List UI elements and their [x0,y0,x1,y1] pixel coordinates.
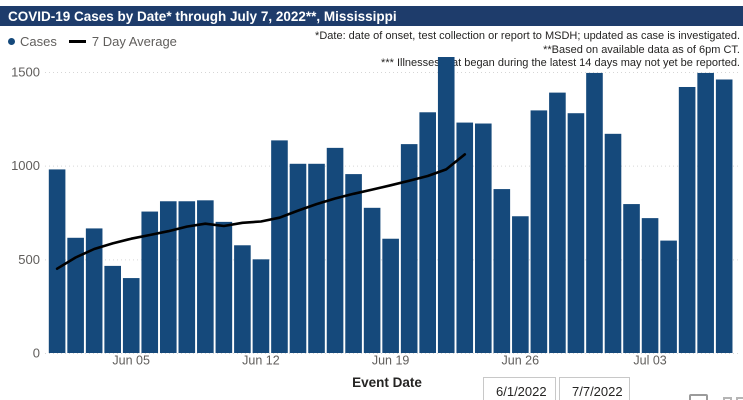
cases-bar[interactable] [234,245,251,353]
cases-bar[interactable] [308,163,325,353]
cases-bar[interactable] [48,169,66,353]
cases-bar[interactable] [493,189,511,353]
cases-bar[interactable] [159,201,177,353]
clear-selections-icon[interactable] [689,394,708,400]
slicer-options-icon[interactable] [723,397,743,400]
footnote-date-definition: *Date: date of onset, test collection or… [315,30,740,42]
y-tick-label: 0 [33,346,40,361]
cases-bar[interactable] [104,265,121,353]
x-tick-label: Jun 26 [502,354,540,368]
cases-bar[interactable] [197,200,214,353]
footnote-reporting-lag: *** Illnesses that began during the late… [381,57,740,69]
cases-bar[interactable] [215,221,233,353]
y-tick-label: 1500 [11,65,40,80]
cases-bar[interactable] [345,174,362,353]
cases-bar[interactable] [252,259,270,353]
cases-bar[interactable] [567,113,585,354]
cases-bar[interactable] [456,122,474,353]
footnote-data-cutoff: **Based on available data as of 6pm CT. [543,43,740,56]
footnotes: *Date: date of onset, test collection or… [315,30,740,71]
x-tick-label: Jun 12 [242,354,280,368]
x-axis-title: Event Date [352,375,422,390]
cases-bar[interactable] [178,201,196,353]
cases-bar[interactable] [419,112,436,353]
cases-bar[interactable] [437,57,455,353]
average-legend-label: 7 Day Average [91,33,177,49]
date-range-start-value: 6/1/2022 [496,384,547,399]
cases-bar[interactable] [271,140,288,353]
cases-bar[interactable] [715,79,733,354]
y-tick-label: 500 [18,252,40,267]
seven-day-average-line [55,153,467,271]
average-legend-line-icon [68,39,86,43]
chart-title: COVID-19 Cases by Date* through July 7, … [8,8,397,24]
cases-legend-dot-icon [8,37,15,45]
cases-bar[interactable] [697,72,714,353]
cases-bar[interactable] [122,278,140,353]
legend: Cases 7 Day Average [8,33,177,49]
cases-bar[interactable] [326,147,344,353]
cases-bar[interactable] [474,123,492,354]
cases-bar[interactable] [67,237,84,353]
cases-bar[interactable] [641,218,659,353]
cases-bar[interactable] [586,72,603,353]
date-range-end-value: 7/7/2022 [572,384,623,399]
cases-bar[interactable] [85,228,103,353]
cases-bar[interactable] [678,86,696,354]
cases-bar[interactable] [623,204,640,353]
date-range-end-input[interactable]: 7/7/2022 [559,377,630,400]
cases-bar[interactable] [363,207,381,353]
cases-bar[interactable] [141,211,159,353]
cases-bar[interactable] [530,110,548,354]
x-tick-label: Jun 19 [372,354,410,368]
cases-bar[interactable] [660,240,677,353]
cases-bar[interactable] [549,92,566,354]
x-tick-label: Jun 05 [112,354,150,368]
chart-title-bar: COVID-19 Cases by Date* through July 7, … [0,6,743,26]
cases-bar[interactable] [289,163,307,353]
cases-bar[interactable] [604,133,622,353]
date-range-start-input[interactable]: 6/1/2022 [483,377,556,400]
y-tick-label: 1000 [11,158,40,173]
cases-bar[interactable] [382,238,399,353]
cases-legend-label: Cases [20,33,57,49]
cases-bar[interactable] [400,144,418,353]
cases-bar[interactable] [512,216,529,353]
x-tick-label: Jul 03 [633,354,666,368]
